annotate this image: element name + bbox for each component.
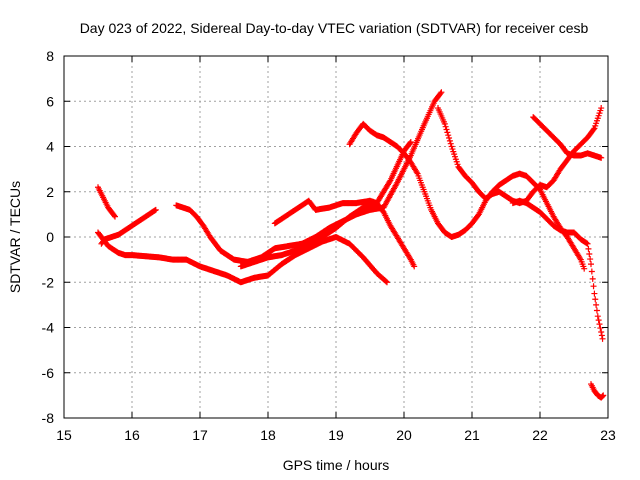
data-point [406, 140, 413, 147]
data-point [386, 178, 393, 185]
data-point [599, 335, 606, 342]
data-point [447, 140, 454, 147]
y-tick-label: 8 [46, 48, 54, 64]
x-tick-label: 22 [532, 427, 548, 443]
x-tick-label: 21 [464, 427, 480, 443]
x-tick-label: 18 [260, 427, 276, 443]
x-tick-label: 15 [56, 427, 72, 443]
data-point [446, 135, 453, 142]
data-point [592, 296, 599, 303]
data-point [383, 278, 390, 285]
series-track-f [271, 197, 418, 270]
x-tick-label: 17 [192, 427, 208, 443]
y-tick-label: 0 [46, 229, 54, 245]
data-point [443, 126, 450, 133]
data-point [581, 265, 588, 272]
x-tick-label: 20 [396, 427, 412, 443]
data-point [596, 321, 603, 328]
data-point [590, 283, 597, 290]
data-point [438, 89, 445, 96]
y-tick-label: 2 [46, 184, 54, 200]
data-point [112, 213, 118, 220]
y-tick-label: -6 [42, 365, 55, 381]
grid-lines [64, 56, 608, 418]
y-tick-label: -4 [42, 320, 55, 336]
data-point [599, 393, 606, 400]
y-axis-label: SDTVAR / TECUs [7, 181, 23, 293]
data-point [585, 245, 592, 252]
data-point [591, 290, 598, 297]
data-point [111, 212, 118, 219]
series-track-j [509, 197, 606, 342]
data-point [152, 206, 159, 213]
data-point [446, 137, 453, 144]
x-axis-label: GPS time / hours [283, 457, 390, 473]
data-point [444, 129, 451, 136]
data-point [407, 138, 414, 145]
data-point [384, 279, 390, 286]
data-point [588, 261, 594, 268]
data-point [597, 325, 604, 332]
data-point [594, 313, 601, 320]
data-point [437, 90, 444, 97]
data-point [598, 329, 605, 336]
data-point [442, 123, 449, 130]
series-track-i [530, 114, 605, 161]
data-point [598, 154, 605, 161]
data-point [587, 256, 594, 263]
data-point [586, 250, 593, 257]
data-point [584, 240, 591, 247]
y-tick-label: 4 [46, 139, 54, 155]
data-point [590, 126, 597, 133]
data-point [411, 263, 418, 270]
series-track-a [95, 184, 118, 220]
data-points [95, 89, 607, 401]
data-point [598, 332, 605, 339]
data-point [445, 132, 452, 139]
y-tick-label: -8 [42, 410, 55, 426]
data-point [589, 275, 596, 282]
data-point [593, 301, 600, 308]
data-point [441, 120, 448, 127]
axis-ticks: 15 16 17 18 19 20 21 22 23 -8 -6 -4 -2 0 2 4 6 8 [42, 48, 616, 443]
data-point [600, 392, 607, 399]
data-point [598, 105, 605, 112]
series-track-k [588, 381, 607, 401]
y-tick-label: 6 [46, 93, 54, 109]
series-track-e [237, 138, 414, 270]
data-point [593, 307, 600, 314]
y-tick-label: -2 [42, 274, 55, 290]
chart-title: Day 023 of 2022, Sidereal Day-to-day VTE… [80, 20, 589, 36]
series-track-c [98, 206, 159, 247]
data-point [595, 317, 602, 324]
data-point [588, 268, 595, 275]
x-tick-label: 23 [600, 427, 616, 443]
x-tick-label: 19 [328, 427, 344, 443]
x-tick-label: 16 [124, 427, 140, 443]
series-track-b [95, 229, 390, 286]
